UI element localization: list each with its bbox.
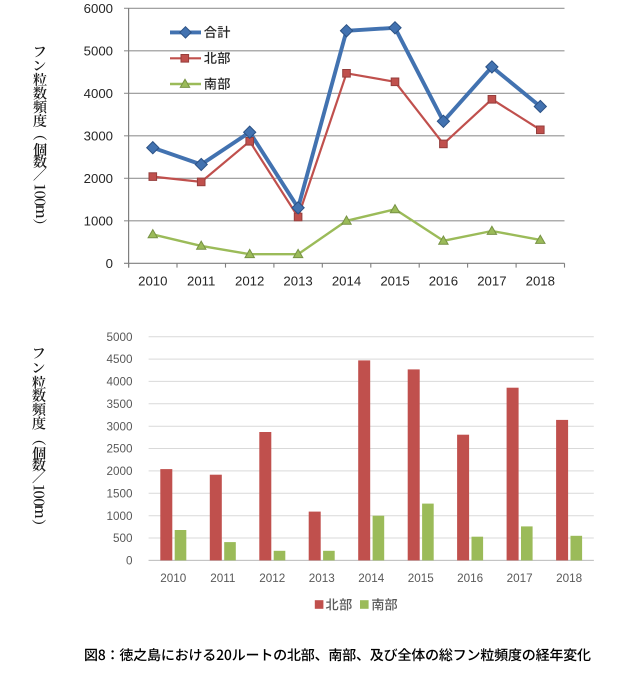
svg-text:2014: 2014: [332, 273, 361, 288]
svg-text:3000: 3000: [106, 420, 133, 433]
svg-text:2500: 2500: [106, 443, 133, 456]
svg-text:2011: 2011: [187, 273, 215, 288]
svg-text:5000: 5000: [84, 43, 113, 58]
svg-text:2010: 2010: [138, 273, 167, 288]
svg-text:2011: 2011: [210, 572, 235, 585]
svg-text:500: 500: [113, 532, 133, 545]
svg-text:2000: 2000: [106, 465, 133, 478]
svg-text:2018: 2018: [526, 273, 555, 288]
svg-text:1000: 1000: [106, 510, 133, 523]
svg-text:2000: 2000: [84, 171, 113, 186]
svg-text:0: 0: [106, 256, 113, 271]
svg-text:2013: 2013: [283, 273, 312, 288]
svg-text:2013: 2013: [309, 572, 335, 585]
svg-text:2015: 2015: [408, 572, 435, 585]
svg-text:2017: 2017: [507, 572, 533, 585]
svg-text:3500: 3500: [106, 398, 133, 411]
svg-text:1500: 1500: [106, 487, 133, 500]
svg-text:3000: 3000: [84, 128, 113, 143]
svg-text:2012: 2012: [235, 273, 264, 288]
svg-text:2014: 2014: [358, 572, 385, 585]
svg-text:4000: 4000: [106, 376, 133, 389]
svg-text:4000: 4000: [84, 86, 113, 101]
svg-text:2017: 2017: [477, 273, 506, 288]
svg-text:2015: 2015: [380, 273, 409, 288]
svg-text:1000: 1000: [84, 213, 113, 228]
svg-text:2012: 2012: [259, 572, 285, 585]
svg-text:4500: 4500: [106, 353, 133, 366]
svg-text:2010: 2010: [160, 572, 187, 585]
svg-text:0: 0: [126, 555, 133, 568]
svg-text:6000: 6000: [84, 1, 113, 16]
svg-text:2018: 2018: [556, 572, 582, 585]
svg-text:5000: 5000: [106, 331, 133, 344]
svg-text:2016: 2016: [457, 572, 483, 585]
svg-text:2016: 2016: [429, 273, 458, 288]
